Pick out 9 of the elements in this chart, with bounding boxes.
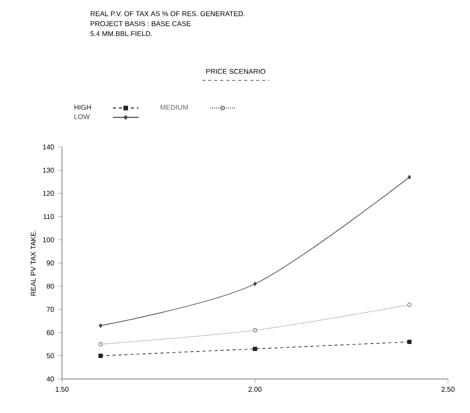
point bbox=[407, 302, 412, 307]
point bbox=[407, 340, 412, 344]
point bbox=[253, 282, 257, 286]
point bbox=[98, 342, 103, 346]
point bbox=[98, 354, 103, 358]
point bbox=[252, 328, 258, 332]
point bbox=[408, 175, 412, 180]
point bbox=[98, 323, 102, 328]
point bbox=[252, 346, 258, 351]
